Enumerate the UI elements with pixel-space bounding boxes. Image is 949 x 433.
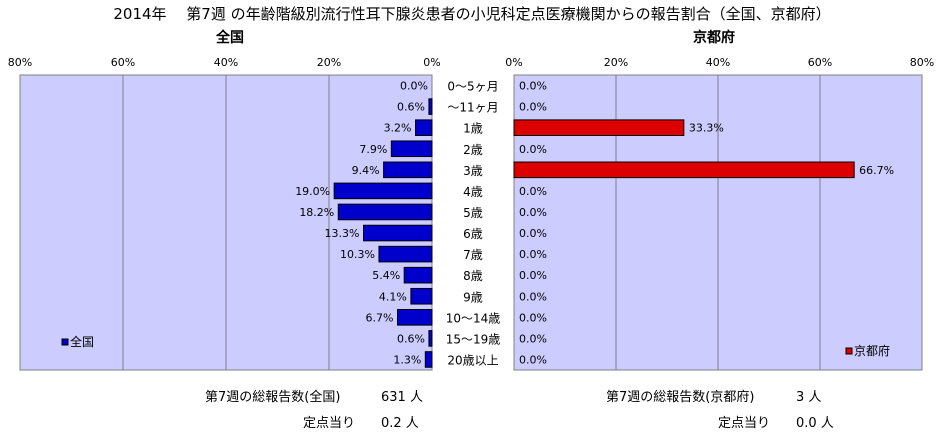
national-bar [390,140,433,158]
national-value-label: 0.0% [400,80,428,93]
national-tick-label: 40% [214,56,238,69]
national-value-label: 6.7% [366,311,394,324]
national-bar [378,245,433,263]
national-bar [396,309,433,326]
category-label: 10～14歳 [446,311,501,325]
national-bar [383,161,433,179]
kyoto-value-label: 0.0% [519,143,547,156]
national-value-label: 19.0% [295,185,330,198]
kyoto-value-label: 66.7% [859,164,894,177]
national-value-label: 0.6% [397,101,425,114]
category-label: ～11ヶ月 [447,101,498,115]
kyoto-tick-label: 80% [910,56,934,69]
kyoto-value-label: 0.0% [519,248,547,261]
national-value-label: 7.9% [359,143,387,156]
category-label: 0～5ヶ月 [447,80,498,94]
national-bar [363,224,433,242]
kyoto-value-label: 0.0% [519,101,547,114]
national-total-value: 631 人 [381,390,423,405]
category-label: 3歳 [463,164,483,178]
kyoto-value-label: 0.0% [519,269,547,282]
national-tick-label: 80% [8,56,32,69]
category-label: 5歳 [463,206,483,220]
national-value-label: 3.2% [384,122,412,135]
national-value-label: 4.1% [379,290,407,303]
chart-title: 2014年 第7週 の年齢階級別流行性耳下腺炎患者の小児科定点医療機関からの報告… [113,5,830,23]
kyoto-value-label: 0.0% [519,80,547,93]
kyoto-per-label: 定点当り [718,416,771,431]
category-label: 7歳 [463,248,483,262]
national-legend-label: 全国 [70,334,94,349]
national-panel-title: 全国 [215,29,244,46]
kyoto-chart: 0% 20% 40% 60% 80% 0.0% 0.0% 33.3% 0.0% 66.7% 0.0%… [505,56,934,371]
national-per-value: 0.2 人 [381,416,419,431]
kyoto-value-label: 0.0% [519,185,547,198]
national-bar [428,330,433,347]
national-value-label: 13.3% [325,227,360,240]
national-bar [428,98,433,115]
national-value-label: 18.2% [299,206,334,219]
kyoto-legend-swatch [845,347,853,355]
category-label: 2歳 [463,143,483,157]
national-per-label: 定点当り [303,416,356,431]
category-label: 1歳 [463,122,483,136]
kyoto-value-label: 0.0% [519,332,547,345]
category-label: 8歳 [463,269,483,283]
national-value-label: 5.4% [372,269,400,282]
kyoto-tick-label: 60% [808,56,832,69]
category-label: 15～19歳 [446,332,501,346]
kyoto-value-label: 0.0% [519,206,547,219]
national-bar [403,266,433,284]
category-label: 9歳 [463,290,483,304]
national-legend-swatch [61,338,69,346]
kyoto-bar [513,161,855,179]
national-tick-label: 20% [317,56,341,69]
kyoto-total-label: 第7週の総報告数(京都府) [606,390,755,405]
category-label: 6歳 [463,227,483,241]
national-tick-label: 0% [423,56,440,69]
kyoto-bar [513,119,685,136]
national-bar [337,203,433,221]
national-chart: 80% 60% 40% 20% 0% 0.0% 0.6% 3.2% 7.9% 9.4% 19.0% 1… [8,56,441,371]
kyoto-per-value: 0.0 人 [796,416,834,431]
kyoto-tick-label: 20% [604,56,628,69]
category-labels: 0～5ヶ月 ～11ヶ月 1歳 2歳 3歳 4歳 5歳 6歳 7歳 8歳 9歳 10～14歳 15～19歳… [446,80,501,368]
kyoto-value-label: 0.0% [519,311,547,324]
national-value-label: 1.3% [393,353,421,366]
category-label: 20歳以上 [447,353,498,367]
national-bar [415,119,433,136]
kyoto-value-label: 0.0% [519,227,547,240]
kyoto-tick-label: 40% [706,56,730,69]
national-value-label: 10.3% [340,248,375,261]
kyoto-legend-label: 京都府 [854,343,890,358]
national-bar [424,351,433,368]
kyoto-panel-title: 京都府 [693,29,735,46]
kyoto-tick-label: 0% [505,56,522,69]
national-bar [410,287,433,305]
national-tick-label: 60% [111,56,135,69]
national-total-label: 第7週の総報告数(全国) [205,390,341,405]
national-bar [333,182,433,200]
kyoto-value-label: 0.0% [519,290,547,303]
national-value-label: 0.6% [397,332,425,345]
kyoto-value-label: 0.0% [519,353,547,366]
category-label: 4歳 [463,185,483,199]
kyoto-value-label: 33.3% [689,122,724,135]
national-value-label: 9.4% [352,164,380,177]
kyoto-total-value: 3 人 [796,390,822,405]
